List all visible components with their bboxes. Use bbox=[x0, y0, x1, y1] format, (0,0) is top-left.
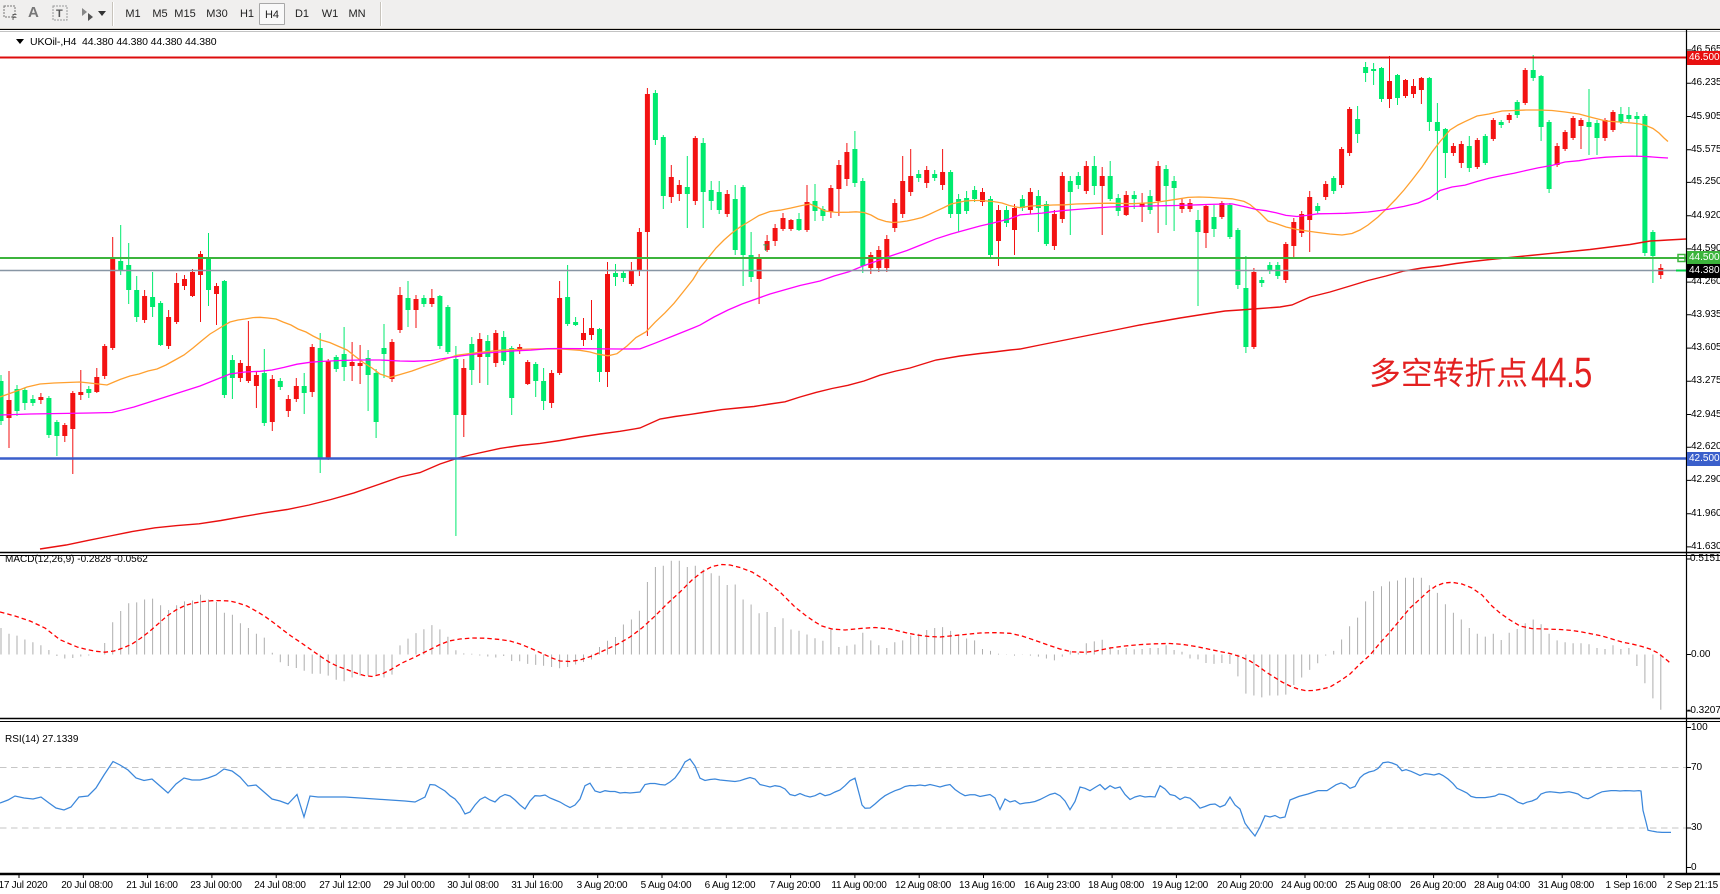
svg-text:F: F bbox=[12, 13, 17, 21]
svg-text:T: T bbox=[56, 8, 63, 20]
svg-text:T: T bbox=[763, 243, 769, 253]
